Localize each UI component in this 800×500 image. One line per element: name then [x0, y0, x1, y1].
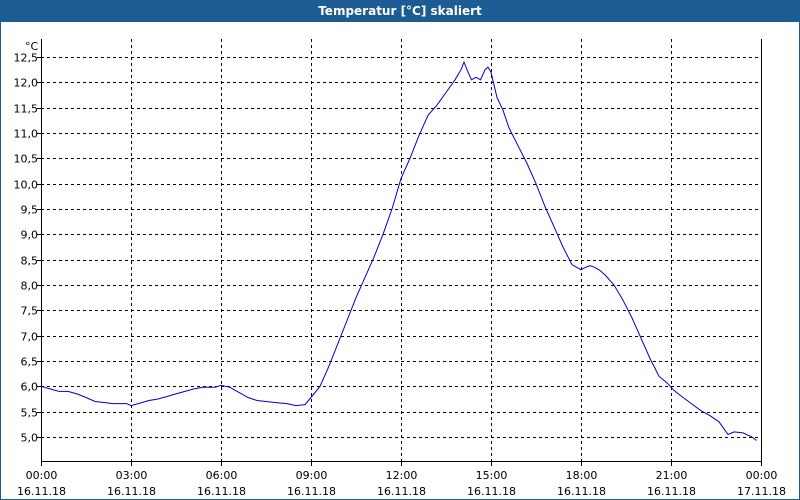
y-tick-label: 6,0: [21, 381, 39, 394]
temperature-chart: 5,0 5,5 6,0 6,5 7,0 7,5 8,0 8,5 9,0 9,5 10,0 10,5 11…: [14, 39, 786, 498]
y-tick-label: 12,0: [14, 77, 39, 90]
y-tick-label: 10,5: [14, 153, 39, 166]
x-tick-time-label: 00:00: [26, 469, 58, 482]
x-tick-date-label: 16.11.18: [107, 485, 156, 498]
x-tick-time-label: 03:00: [116, 469, 148, 482]
x-tick-date-label: 16.11.18: [377, 485, 426, 498]
y-axis: 5,0 5,5 6,0 6,5 7,0 7,5 8,0 8,5 9,0 9,5 10,0 10,5 11…: [14, 52, 41, 445]
chart-title: Temperatur [°C] skaliert: [318, 4, 482, 18]
y-tick-label: 11,5: [14, 103, 39, 116]
y-tick-label: 7,0: [21, 331, 39, 344]
y-tick-label: 8,0: [21, 280, 39, 293]
y-axis-unit-label: °C: [25, 40, 39, 53]
x-tick-date-label: 16.11.18: [17, 485, 66, 498]
y-tick-label: 12,5: [14, 52, 39, 65]
y-tick-label: 5,0: [21, 432, 39, 445]
x-tick-time-label: 18:00: [566, 469, 598, 482]
x-tick-date-label: 16.11.18: [647, 485, 696, 498]
x-tick-date-label: 17.11.18: [737, 485, 786, 498]
y-tick-label: 11,0: [14, 128, 39, 141]
y-tick-label: 5,5: [21, 407, 39, 420]
x-tick-date-label: 16.11.18: [287, 485, 336, 498]
x-axis: 00:00 16.11.18 03:00 16.11.18 06:00 16.11.18 0…: [17, 461, 786, 498]
x-tick-time-label: 00:00: [746, 469, 778, 482]
x-tick-time-label: 15:00: [476, 469, 508, 482]
grid-layer: [41, 39, 761, 461]
x-tick-date-label: 16.11.18: [197, 485, 246, 498]
window-title-bar: Temperatur [°C] skaliert: [1, 1, 799, 22]
y-tick-label: 9,5: [21, 204, 39, 217]
series-layer: [40, 60, 757, 441]
temperature-series-line: [40, 60, 757, 441]
x-tick-date-label: 16.11.18: [557, 485, 606, 498]
x-tick-time-label: 12:00: [386, 469, 418, 482]
x-tick-time-label: 09:00: [296, 469, 328, 482]
y-tick-label: 8,5: [21, 255, 39, 268]
y-tick-label: 9,0: [21, 229, 39, 242]
x-tick-time-label: 06:00: [206, 469, 238, 482]
y-tick-label: 10,0: [14, 179, 39, 192]
y-tick-label: 7,5: [21, 305, 39, 318]
y-tick-label: 6,5: [21, 356, 39, 369]
x-tick-date-label: 16.11.18: [467, 485, 516, 498]
x-tick-time-label: 21:00: [656, 469, 688, 482]
